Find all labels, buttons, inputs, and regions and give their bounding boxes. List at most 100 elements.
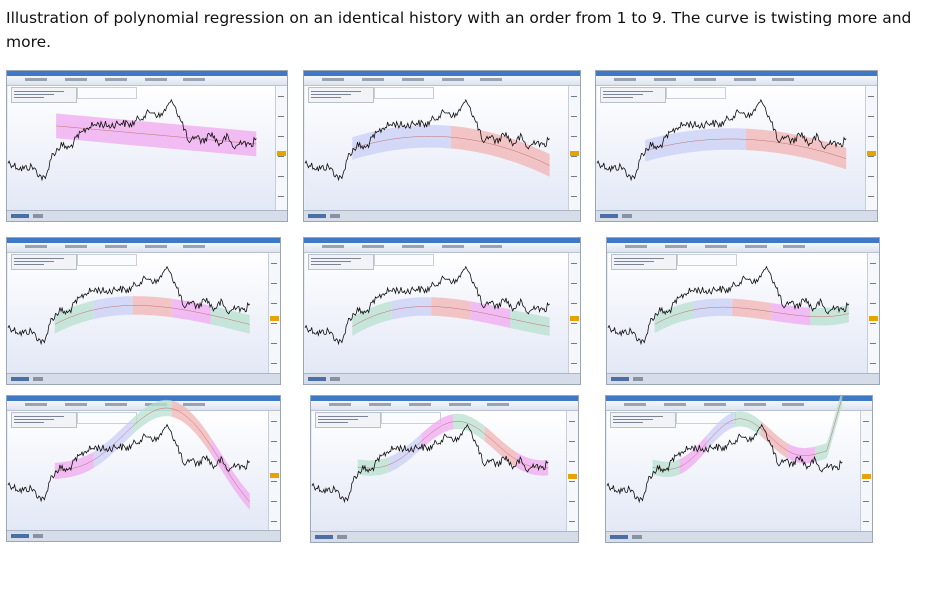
price-axis	[268, 253, 280, 374]
price-history-line	[311, 423, 549, 504]
regression-band-segment	[654, 301, 694, 334]
status-bar	[304, 210, 580, 221]
status-bar	[7, 373, 280, 384]
regression-band-segment	[732, 298, 772, 321]
regression-stats-table	[77, 254, 137, 266]
regression-screenshot-order-4	[6, 237, 281, 385]
regression-chart	[304, 265, 550, 346]
window-titlebar	[596, 71, 877, 76]
window-titlebar	[7, 238, 280, 243]
regression-band-segment	[761, 421, 789, 459]
price-history-line	[304, 265, 550, 346]
window-titlebar	[311, 396, 578, 401]
regression-centre-line	[352, 136, 550, 166]
regression-band-segment	[210, 437, 250, 510]
regression-band-segment	[54, 451, 94, 480]
status-bar	[7, 530, 280, 541]
window-titlebar	[7, 71, 287, 76]
indicator-panel	[610, 412, 676, 428]
regression-band-segment	[389, 433, 422, 473]
regression-band-segment	[352, 125, 451, 160]
caption-text: Illustration of polynomial regression on…	[6, 9, 912, 51]
regression-chart	[596, 98, 847, 182]
regression-band-segment	[771, 303, 810, 326]
indicator-panel	[11, 412, 77, 428]
toolbar-ribbon	[607, 243, 879, 253]
regression-centre-line	[54, 305, 250, 325]
price-history-line	[596, 98, 847, 182]
regression-band-segment	[679, 435, 707, 475]
regression-band-segment	[693, 298, 733, 319]
regression-screenshot-order-5	[303, 237, 581, 385]
regression-centre-line	[645, 138, 847, 159]
price-axis	[568, 253, 580, 374]
price-history-line	[607, 265, 850, 346]
regression-band-segment	[132, 296, 172, 318]
regression-chart	[607, 265, 850, 346]
window-titlebar	[304, 238, 580, 243]
price-history-line	[304, 98, 550, 182]
regression-band-segment	[451, 125, 550, 177]
regression-band-segment	[431, 297, 471, 320]
status-bar	[304, 373, 580, 384]
regression-band-segment	[391, 297, 432, 320]
toolbar-ribbon	[596, 76, 877, 86]
price-axis	[568, 86, 580, 211]
regression-band-segment	[93, 418, 133, 468]
toolbar-ribbon	[311, 401, 578, 411]
regression-screenshot-order-1	[6, 70, 288, 222]
regression-chart	[304, 98, 550, 182]
regression-stats-table	[666, 87, 726, 99]
regression-centre-line	[54, 407, 250, 502]
regression-stats-table	[374, 254, 434, 266]
status-bar	[607, 373, 879, 384]
regression-screenshot-order-6	[606, 237, 880, 385]
price-history-line	[7, 265, 251, 346]
regression-band-segment	[171, 400, 211, 454]
price-history-line	[7, 98, 257, 182]
toolbar-ribbon	[606, 401, 872, 411]
status-bar	[7, 210, 287, 221]
toolbar-ribbon	[304, 243, 580, 253]
regression-band-segment	[706, 412, 734, 451]
price-axis	[275, 86, 287, 211]
regression-stats-table	[77, 87, 137, 99]
toolbar-ribbon	[304, 76, 580, 86]
price-axis	[860, 411, 872, 532]
status-bar	[311, 531, 578, 542]
regression-band-segment	[733, 411, 761, 437]
regression-chart	[606, 396, 843, 504]
regression-centre-line	[352, 306, 550, 327]
window-titlebar	[7, 396, 280, 401]
regression-screenshot-order-3	[595, 70, 878, 222]
regression-chart	[7, 98, 257, 182]
indicator-panel	[611, 254, 677, 270]
price-axis	[865, 86, 877, 211]
regression-chart	[311, 413, 549, 504]
regression-stats-table	[381, 412, 441, 424]
indicator-panel	[600, 87, 666, 103]
price-axis	[566, 411, 578, 532]
indicator-panel	[11, 87, 77, 103]
status-bar	[606, 531, 872, 542]
regression-centre-line	[652, 397, 843, 470]
regression-band-segment	[652, 459, 680, 477]
regression-band-segment	[510, 309, 550, 336]
regression-screenshot-order-2	[303, 70, 581, 222]
price-history-line	[7, 423, 251, 503]
regression-chart	[7, 399, 251, 510]
toolbar-ribbon	[7, 243, 280, 253]
regression-band-segment	[93, 296, 133, 320]
price-axis	[268, 411, 280, 531]
regression-band-segment	[352, 301, 392, 336]
status-bar	[596, 210, 877, 221]
regression-centre-line	[654, 306, 849, 325]
indicator-panel	[11, 254, 77, 270]
regression-band-segment	[645, 128, 746, 162]
regression-band-segment	[815, 396, 843, 462]
regression-band-segment	[54, 300, 94, 334]
regression-band-segment	[484, 426, 517, 468]
regression-band-segment	[745, 128, 847, 170]
regression-centre-line	[357, 421, 549, 469]
indicator-panel	[308, 87, 374, 103]
